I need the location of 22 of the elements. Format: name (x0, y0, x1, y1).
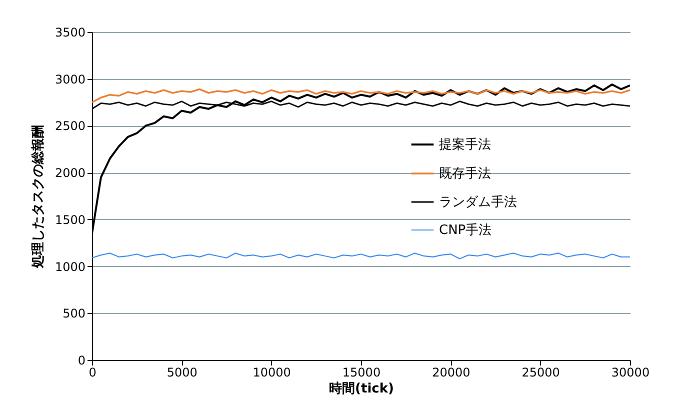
x-tick-label: 15000 (342, 366, 381, 380)
x-tick-label: 20000 (432, 366, 470, 380)
x-tick-label: 30000 (611, 366, 650, 380)
x-tick-label: 25000 (522, 366, 560, 380)
line-series (92, 88, 630, 104)
legend-label: 既存手法 (439, 166, 491, 182)
y-tick-label: 0 (78, 354, 86, 368)
y-tick-label: 500 (62, 306, 86, 321)
y-tick-label: 1500 (54, 212, 86, 227)
legend-label: ランダム手法 (439, 195, 517, 210)
x-tick-label: 10000 (252, 366, 291, 380)
x-tick-label: 0 (88, 366, 96, 380)
x-tick-label: 5000 (166, 366, 198, 380)
y-tick-label: 2500 (54, 119, 86, 134)
legend-label: 提案手法 (439, 136, 491, 152)
legend-label: CNP手法 (439, 223, 492, 238)
y-axis-title: 処理したタスクの総報酬 (30, 125, 46, 269)
x-axis-title: 時間(tick) (329, 382, 394, 396)
y-tick-label: 3000 (54, 72, 86, 86)
y-tick-label: 1000 (54, 260, 86, 274)
y-tick-label: 3500 (54, 26, 86, 40)
y-tick-label: 2000 (54, 166, 86, 180)
